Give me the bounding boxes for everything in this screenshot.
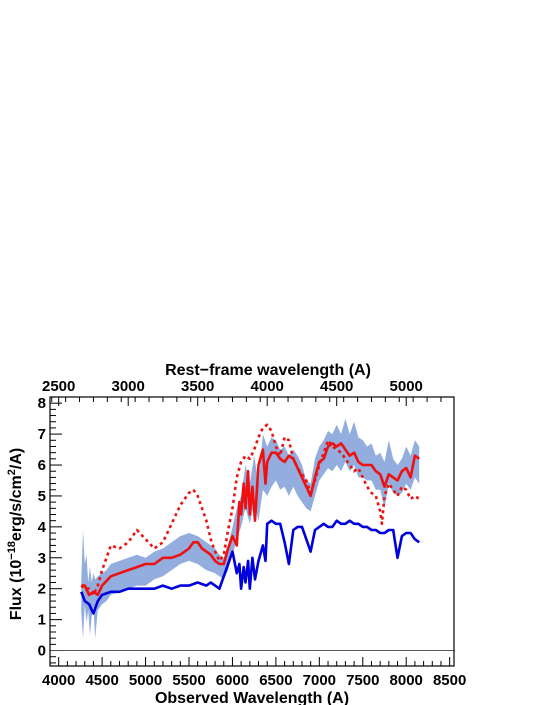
y-tick-label: 1: [38, 612, 46, 629]
top-axis-title: Rest−frame wavelength (A): [165, 362, 371, 379]
y-tick-label: 2: [38, 581, 46, 598]
y-tick-label: 0: [38, 643, 46, 660]
series-line-2: [81, 442, 420, 597]
top-tick-label: 3000: [112, 378, 145, 395]
x-tick-label: 5000: [129, 672, 162, 689]
x-tick-label: 6500: [259, 672, 292, 689]
y-axis-title-exp1: −18: [6, 541, 18, 560]
x-tick-label: 8000: [390, 672, 423, 689]
top-tick-label: 2500: [42, 378, 75, 395]
top-tick-label: 5000: [390, 378, 423, 395]
ticks-layer: 4000 4500 5000 5500 6000 6500 7000 7500 8000 8500…: [38, 378, 467, 689]
y-tick-label: 3: [38, 550, 46, 567]
x-tick-label: 7000: [303, 672, 336, 689]
y-axis-title-suffix: /A): [8, 448, 25, 469]
top-tick-label: 4500: [320, 378, 353, 395]
top-tick-label: 3500: [181, 378, 214, 395]
x-tick-label: 7500: [346, 672, 379, 689]
y-axis-title-prefix: Flux (10: [8, 560, 25, 621]
y-tick-label: 8: [38, 395, 46, 412]
x-axis-title: Observed Wavelength (A): [155, 690, 349, 705]
y-tick-label: 4: [38, 519, 47, 536]
x-tick-label: 5500: [172, 672, 205, 689]
y-axis-title: Flux (10−18erg/s/cm2/A): [6, 448, 25, 620]
y-tick-label: 7: [38, 426, 46, 443]
plot-frame: [49, 396, 455, 667]
series-layer: [80, 418, 420, 639]
x-tick-label: 6000: [216, 672, 249, 689]
series-line-1: [80, 519, 420, 615]
top-tick-label: 4000: [251, 378, 284, 395]
x-tick-label: 8500: [433, 672, 466, 689]
y-axis-title-mid: erg/s/cm: [8, 475, 25, 541]
series-dotted-line: [80, 423, 420, 597]
y-axis-title-exp2: 2: [6, 469, 18, 475]
x-tick-label: 4500: [85, 672, 118, 689]
y-tick-label: 6: [38, 457, 46, 474]
y-tick-label: 5: [38, 488, 46, 505]
x-tick-label: 4000: [42, 672, 75, 689]
